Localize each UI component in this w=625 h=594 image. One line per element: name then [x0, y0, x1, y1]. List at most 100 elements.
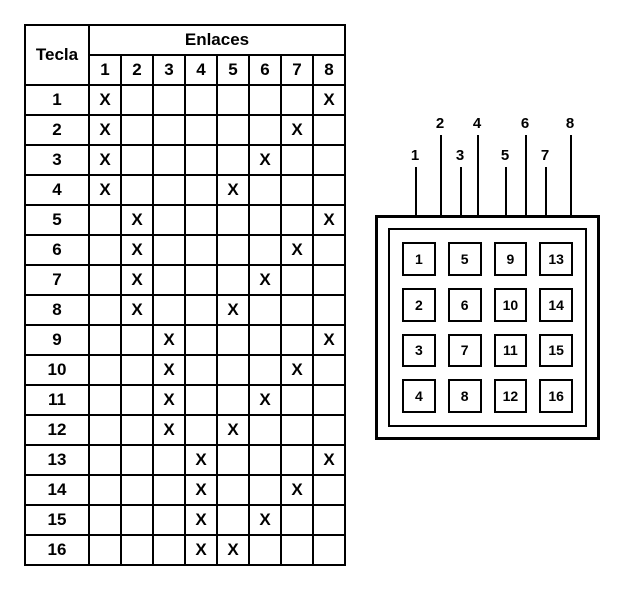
mark-cell [281, 385, 313, 415]
mark-cell [249, 85, 281, 115]
mark-cell [281, 325, 313, 355]
mark-cell: X [313, 85, 345, 115]
mark-cell [217, 475, 249, 505]
pin-line [440, 135, 442, 215]
table-row: 13XX [25, 445, 345, 475]
mark-cell: X [249, 385, 281, 415]
table-row: 9XX [25, 325, 345, 355]
mark-cell [249, 355, 281, 385]
mark-cell [121, 85, 153, 115]
encoding-table-wrap: Tecla Enlaces 1 2 3 4 5 6 7 8 1XX2XX3XX4… [24, 24, 346, 566]
page-root: Tecla Enlaces 1 2 3 4 5 6 7 8 1XX2XX3XX4… [0, 0, 625, 594]
mark-cell [313, 535, 345, 565]
mark-cell: X [217, 415, 249, 445]
mark-cell [217, 355, 249, 385]
tecla-cell: 2 [25, 115, 89, 145]
mark-cell [281, 145, 313, 175]
keypad-key: 8 [448, 379, 482, 413]
mark-cell [313, 475, 345, 505]
tecla-cell: 8 [25, 295, 89, 325]
tecla-cell: 11 [25, 385, 89, 415]
header-enlaces: Enlaces [89, 25, 345, 55]
table-row: 12XX [25, 415, 345, 445]
mark-cell [153, 115, 185, 145]
keypad-key: 5 [448, 242, 482, 276]
mark-cell [89, 505, 121, 535]
mark-cell: X [313, 445, 345, 475]
mark-cell: X [121, 205, 153, 235]
mark-cell [217, 325, 249, 355]
mark-cell [281, 265, 313, 295]
mark-cell [185, 175, 217, 205]
mark-cell [153, 295, 185, 325]
mark-cell [185, 385, 217, 415]
mark-cell [185, 85, 217, 115]
mark-cell: X [153, 355, 185, 385]
pin-label: 8 [566, 115, 574, 132]
mark-cell [313, 235, 345, 265]
tecla-cell: 6 [25, 235, 89, 265]
pin-line [525, 135, 527, 215]
encoding-table: Tecla Enlaces 1 2 3 4 5 6 7 8 1XX2XX3XX4… [24, 24, 346, 566]
mark-cell [313, 415, 345, 445]
pin-label: 3 [456, 147, 464, 164]
mark-cell [249, 115, 281, 145]
mark-cell [121, 445, 153, 475]
col-header-8: 8 [313, 55, 345, 85]
mark-cell [153, 145, 185, 175]
mark-cell [281, 175, 313, 205]
mark-cell: X [281, 115, 313, 145]
mark-cell [185, 205, 217, 235]
tecla-cell: 14 [25, 475, 89, 505]
table-row: 5XX [25, 205, 345, 235]
mark-cell [89, 235, 121, 265]
mark-cell: X [217, 295, 249, 325]
mark-cell [217, 235, 249, 265]
keypad-key: 12 [494, 379, 528, 413]
pin-label: 6 [521, 115, 529, 132]
mark-cell: X [249, 505, 281, 535]
mark-cell [121, 475, 153, 505]
mark-cell: X [89, 85, 121, 115]
mark-cell [313, 505, 345, 535]
mark-cell [121, 175, 153, 205]
table-row: 4XX [25, 175, 345, 205]
mark-cell: X [121, 235, 153, 265]
mark-cell [89, 385, 121, 415]
mark-cell [249, 445, 281, 475]
mark-cell [249, 325, 281, 355]
mark-cell [121, 325, 153, 355]
mark-cell [217, 445, 249, 475]
keypad-key: 7 [448, 334, 482, 368]
mark-cell: X [281, 355, 313, 385]
table-row: 15XX [25, 505, 345, 535]
mark-cell: X [249, 145, 281, 175]
pin-label: 4 [473, 115, 481, 132]
mark-cell: X [249, 265, 281, 295]
mark-cell [249, 235, 281, 265]
tecla-cell: 13 [25, 445, 89, 475]
mark-cell: X [281, 475, 313, 505]
pin-label: 1 [411, 147, 419, 164]
mark-cell [313, 295, 345, 325]
mark-cell [313, 115, 345, 145]
mark-cell [121, 505, 153, 535]
keypad-key: 9 [494, 242, 528, 276]
mark-cell: X [185, 535, 217, 565]
mark-cell: X [89, 145, 121, 175]
mark-cell: X [153, 415, 185, 445]
pin-line [505, 167, 507, 215]
col-header-5: 5 [217, 55, 249, 85]
mark-cell: X [153, 325, 185, 355]
pin-label: 7 [541, 147, 549, 164]
mark-cell [313, 385, 345, 415]
mark-cell: X [313, 205, 345, 235]
table-row: 6XX [25, 235, 345, 265]
mark-cell [121, 145, 153, 175]
header-tecla: Tecla [25, 25, 89, 85]
mark-cell [217, 145, 249, 175]
mark-cell: X [185, 475, 217, 505]
mark-cell [89, 475, 121, 505]
table-row: 1XX [25, 85, 345, 115]
mark-cell [89, 265, 121, 295]
